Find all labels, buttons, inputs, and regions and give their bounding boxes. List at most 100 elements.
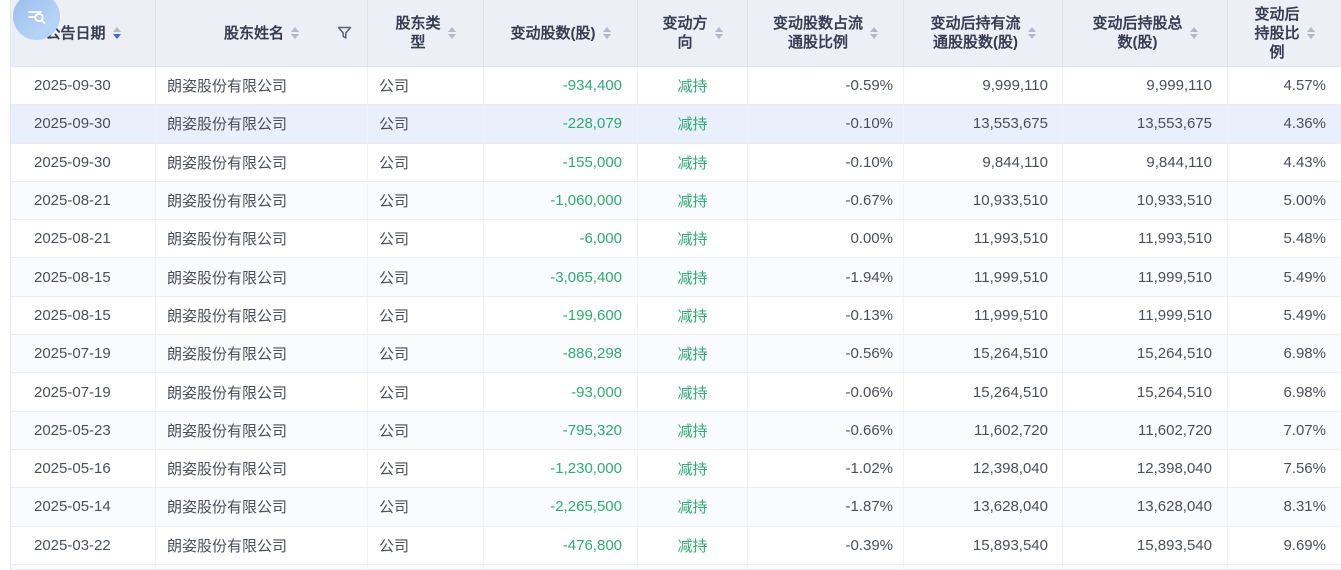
sort-icons[interactable]: [1306, 27, 1315, 39]
cell-holding_pct_after: 8.31%: [1228, 488, 1341, 527]
cell-change_direction: 减持: [638, 449, 748, 489]
column-label: 变动后持股总 数(股): [1092, 15, 1183, 51]
sort-icons[interactable]: [447, 27, 456, 39]
column-header-total_shares_after[interactable]: 变动后持股总 数(股): [1063, 0, 1228, 66]
table-row[interactable]: 2025-08-21 朗姿股份有限公司 公司 -6,000 减持 0.00% 11,993,…: [11, 220, 1341, 259]
column-header-holding_pct_after[interactable]: 变动后 持股比 例: [1228, 0, 1341, 66]
cell-announce_date: 2025-05-16: [11, 449, 156, 489]
sort-desc-icon[interactable]: [447, 34, 456, 39]
sort-desc-icon[interactable]: [112, 34, 121, 39]
cell-total_shares_after: 9,844,110: [1063, 143, 1228, 182]
cell-shareholder_type: 公司: [368, 488, 484, 527]
sort-icons[interactable]: [602, 27, 611, 39]
cell-change_direction: 减持: [638, 488, 748, 527]
sort-asc-icon[interactable]: [112, 27, 121, 32]
table-row[interactable]: 2025-09-30 朗姿股份有限公司 公司 -934,400 减持 -0.59% 9,99…: [11, 67, 1341, 106]
table-row[interactable]: 2025-09-30 朗姿股份有限公司 公司 -228,079 减持 -0.10% 13,5…: [11, 105, 1341, 144]
column-header-announce_date[interactable]: 公告日期: [11, 0, 156, 66]
cell-change_pct_of_float: -0.06%: [748, 373, 904, 412]
cell-shareholder_name: 朗姿股份有限公司: [156, 296, 368, 336]
column-header-change_shares[interactable]: 变动股数(股): [484, 0, 638, 66]
sort-desc-icon[interactable]: [291, 34, 299, 39]
cell-change_shares: -1,230,000: [484, 449, 638, 489]
table-row[interactable]: 2025-08-15 朗姿股份有限公司 公司 -199,600 减持 -0.13% 11,9…: [11, 296, 1341, 336]
search-list-button[interactable]: [13, 0, 60, 40]
table-row[interactable]: 2025-08-21 朗姿股份有限公司 公司 -1,060,000 减持 -0.67% 10…: [11, 181, 1341, 221]
cell-shareholder_name: 朗姿股份有限公司: [156, 411, 368, 450]
table-row[interactable]: 2025-08-15 朗姿股份有限公司 公司 -3,065,400 减持 -1.94% 11…: [11, 258, 1341, 297]
table-row[interactable]: 2025-07-19 朗姿股份有限公司 公司 -886,298 减持 -0.56% 15,2…: [11, 335, 1341, 374]
cell-holding_pct_after: 4.57%: [1228, 67, 1341, 106]
sort-asc-icon[interactable]: [714, 27, 723, 32]
table-row[interactable]: 2025-05-23 朗姿股份有限公司 公司 -795,320 减持 -0.66% 11,6…: [11, 411, 1341, 450]
cell-float_shares_after: 11,993,510: [904, 220, 1063, 259]
sort-desc-icon[interactable]: [602, 34, 611, 39]
filter-icon[interactable]: [336, 25, 353, 42]
column-header-float_shares_after[interactable]: 变动后持有流 通股股数(股): [904, 0, 1063, 66]
column-header-shareholder_name[interactable]: 股东姓名: [156, 0, 368, 66]
sort-asc-icon[interactable]: [602, 27, 611, 32]
table-row[interactable]: 2025-03-22 朗姿股份有限公司 公司 -476,800 减持 -0.39% 15,8…: [11, 526, 1341, 565]
cell-change_pct_of_float: -0.10%: [748, 143, 904, 182]
cell-shareholder_name: 朗姿股份有限公司: [156, 335, 368, 374]
column-label: 变动后持有流 通股股数(股): [930, 15, 1021, 51]
cell-change_pct_of_float: 0.00%: [748, 220, 904, 259]
search-list-icon: [25, 5, 48, 28]
cell-empty: [638, 564, 748, 570]
column-label: 公告日期: [45, 24, 106, 42]
table-row-partial: [11, 564, 1341, 570]
sort-asc-icon[interactable]: [1189, 27, 1198, 32]
sort-desc-icon[interactable]: [714, 34, 723, 39]
column-label: 股东类 型: [395, 15, 441, 51]
sort-asc-icon[interactable]: [1306, 27, 1315, 32]
shareholder-changes-table: 公告日期 股东姓名 股东类 型 变动股数(股) 变动方: [10, 0, 1341, 570]
column-header-change_direction[interactable]: 变动方 向: [638, 0, 748, 66]
sort-icons[interactable]: [291, 27, 299, 39]
cell-change_pct_of_float: -0.59%: [748, 67, 904, 106]
cell-float_shares_after: 9,999,110: [904, 67, 1063, 106]
table-row[interactable]: 2025-07-19 朗姿股份有限公司 公司 -93,000 减持 -0.06% 15,26…: [11, 373, 1341, 412]
cell-announce_date: 2025-08-21: [11, 220, 156, 259]
cell-change_direction: 减持: [638, 411, 748, 450]
cell-announce_date: 2025-08-15: [11, 296, 156, 336]
cell-change_direction: 减持: [638, 526, 748, 565]
sort-asc-icon[interactable]: [870, 27, 878, 32]
cell-shareholder_type: 公司: [368, 335, 484, 374]
sort-icons[interactable]: [1189, 27, 1198, 39]
sort-icons[interactable]: [1027, 27, 1036, 39]
cell-float_shares_after: 11,999,510: [904, 258, 1063, 297]
table-row[interactable]: 2025-05-16 朗姿股份有限公司 公司 -1,230,000 减持 -1.02% 12…: [11, 449, 1341, 489]
cell-announce_date: 2025-07-19: [11, 335, 156, 374]
sort-desc-icon[interactable]: [1027, 34, 1036, 39]
cell-announce_date: 2025-05-23: [11, 411, 156, 450]
sort-icons[interactable]: [714, 27, 723, 39]
column-header-change_pct_of_float[interactable]: 变动股数占流 通股比例: [748, 0, 904, 66]
cell-change_pct_of_float: -0.39%: [748, 526, 904, 565]
sort-asc-icon[interactable]: [291, 27, 299, 32]
sort-icons[interactable]: [870, 27, 878, 39]
column-header-shareholder_type[interactable]: 股东类 型: [368, 0, 484, 66]
cell-change_shares: -934,400: [484, 67, 638, 106]
cell-shareholder_type: 公司: [368, 526, 484, 565]
cell-total_shares_after: 11,999,510: [1063, 258, 1228, 297]
sort-asc-icon[interactable]: [1027, 27, 1036, 32]
table-header-row: 公告日期 股东姓名 股东类 型 变动股数(股) 变动方: [11, 0, 1341, 67]
cell-change_pct_of_float: -0.56%: [748, 335, 904, 374]
sort-icons[interactable]: [112, 27, 121, 39]
cell-empty: [1228, 565, 1341, 570]
table-row[interactable]: 2025-05-14 朗姿股份有限公司 公司 -2,265,500 减持 -1.87% 13…: [11, 488, 1341, 527]
cell-change_shares: -795,320: [484, 411, 638, 450]
sort-desc-icon[interactable]: [1306, 34, 1315, 39]
cell-change_shares: -93,000: [484, 373, 638, 412]
sort-asc-icon[interactable]: [447, 27, 456, 32]
cell-announce_date: 2025-08-15: [11, 258, 156, 297]
cell-holding_pct_after: 7.07%: [1228, 412, 1341, 450]
cell-change_direction: 减持: [638, 296, 748, 336]
table-row[interactable]: 2025-09-30 朗姿股份有限公司 公司 -155,000 减持 -0.10% 9,84…: [11, 143, 1341, 182]
cell-shareholder_name: 朗姿股份有限公司: [156, 449, 368, 489]
sort-desc-icon[interactable]: [870, 34, 878, 39]
cell-shareholder_type: 公司: [368, 258, 484, 297]
sort-desc-icon[interactable]: [1189, 34, 1198, 39]
cell-holding_pct_after: 5.48%: [1228, 220, 1341, 259]
cell-change_shares: -2,265,500: [484, 488, 638, 527]
